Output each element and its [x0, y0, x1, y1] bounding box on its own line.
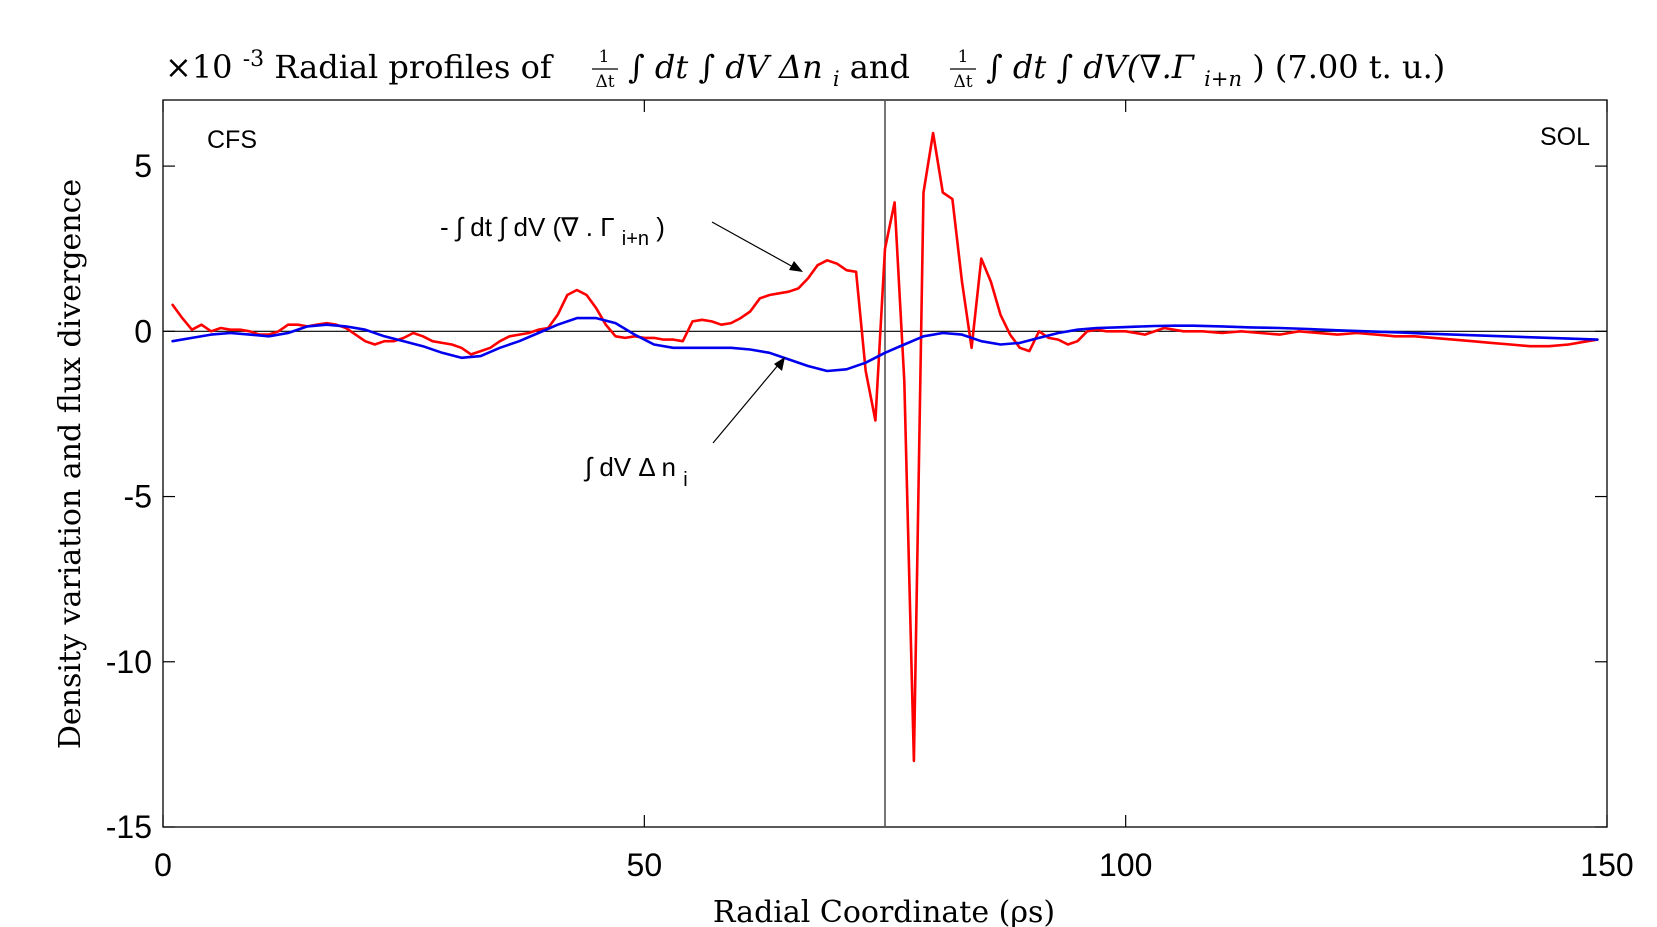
title-sub2: i+n [1204, 67, 1242, 91]
svg-text:∫ dt ∫ dV Δn i an: ∫ dt ∫ dV Δn i and [628, 48, 910, 94]
annotation-flux: - ∫ dt ∫ dV (∇ . Γ i+n ) [440, 212, 803, 272]
x-tick-label: 50 [627, 847, 663, 883]
title-exponent: -3 [243, 47, 264, 72]
title-int-expr1: ∫ dt ∫ dV Δn [628, 48, 823, 86]
series-line-density-variation [171, 316, 1599, 373]
x-axis-label: Radial Coordinate (ρs) [713, 895, 1055, 927]
y-tick-label: -10 [106, 644, 152, 680]
title-frac2-den: Δt [953, 72, 972, 92]
series-line-flux-divergence [171, 131, 1599, 763]
title-frac2-num: 1 [958, 47, 969, 67]
y-axis-label: Density variation and flux divergence [53, 179, 88, 749]
title-part1: Radial profiles of [274, 48, 554, 86]
region-label-sol: SOL [1540, 123, 1590, 151]
annotation-flux-sub: i+n [622, 228, 649, 250]
x-tick-label: 100 [1099, 847, 1152, 883]
annotation-flux-arrow-line [711, 221, 796, 269]
y-tick-label: -5 [124, 479, 152, 515]
annotation-density: ∫ dV Δ n i [583, 357, 785, 491]
annotation-density-arrow-line [712, 363, 780, 444]
title-sub1: i [833, 67, 840, 91]
title-and: and [850, 48, 910, 86]
title-scale: ×10 [165, 48, 233, 86]
annotation-flux-arrowhead [789, 261, 803, 272]
y-tick-label: -15 [106, 809, 152, 845]
series-layer [171, 131, 1599, 763]
x-tick-label: 150 [1580, 847, 1633, 883]
annotation-density-arrowhead [774, 357, 785, 371]
title-tail: ) (7.00 t. u.) [1252, 48, 1445, 86]
y-tick-label: 5 [134, 148, 152, 184]
x-tick-label: 0 [154, 847, 172, 883]
title-frac1-den: Δt [595, 72, 614, 92]
y-tick-label: 0 [134, 313, 152, 349]
annotation-flux-close: ) [656, 212, 665, 242]
annotation-density-sub: i [683, 469, 687, 491]
svg-text:∫ dt ∫ dV(∇.Γ i+n: ∫ dt ∫ dV(∇.Γ i+n ) (7.00 t. u.) [986, 48, 1445, 94]
svg-text:×10 -3 Radial prof: ×10 -3 Radial profiles of [165, 36, 554, 86]
title-frac1-num: 1 [599, 47, 610, 67]
region-label-cfs: CFS [207, 126, 257, 154]
chart-title: ×10 -3 Radial profiles of 1 Δt ∫ dt ∫ dV… [165, 36, 1445, 94]
annotation-density-label: ∫ dV Δ n [583, 452, 676, 482]
svg-text:∫ dV Δ n i: ∫ dV Δ n i [583, 452, 688, 491]
title-int-expr2: ∫ dt ∫ dV(∇.Γ [986, 48, 1196, 86]
annotation-flux-label: - ∫ dt ∫ dV (∇ . Γ [440, 212, 615, 242]
svg-text:- ∫ dt ∫ dV (∇ . Γ i+n: - ∫ dt ∫ dV (∇ . Γ i+n ) [440, 212, 665, 251]
